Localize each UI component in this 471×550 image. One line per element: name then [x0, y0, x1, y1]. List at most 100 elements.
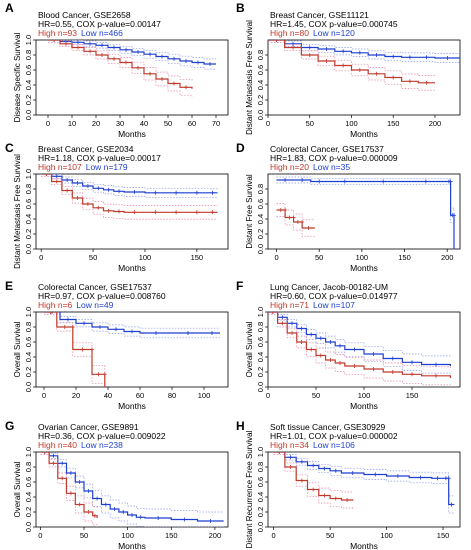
y-axis-label: Overall Survival	[13, 461, 22, 517]
high-censor-mark	[44, 174, 49, 176]
x-tick-label: 150	[387, 119, 400, 128]
x-axis-label: Months	[118, 541, 146, 550]
low-ci-band	[44, 312, 220, 329]
y-tick-label: 0.2	[24, 229, 33, 239]
plot-frame	[35, 39, 229, 116]
high-group-label: High n=40	[38, 440, 77, 450]
high-censor-mark	[54, 179, 59, 184]
low-censor-mark	[186, 331, 190, 335]
low-censor-mark	[291, 41, 296, 46]
y-tick-label: 1.0	[24, 447, 33, 457]
high-censor-mark	[274, 40, 279, 42]
high-censor-mark	[117, 209, 122, 214]
low-censor-mark	[434, 362, 438, 367]
low-censor-mark	[407, 55, 412, 60]
x-tick-label: 0	[39, 253, 43, 262]
low-censor-mark	[77, 480, 82, 484]
y-tick-label: 0.2	[256, 229, 265, 239]
x-tick-label: 60	[188, 119, 196, 128]
panel-letter: H	[236, 419, 245, 433]
y-tick-label: 1.0	[24, 35, 33, 45]
low-censor-mark	[210, 190, 215, 195]
low-censor-mark	[374, 53, 379, 57]
low-censor-mark	[352, 347, 357, 352]
high-ci-band	[40, 452, 98, 509]
y-tick-label: 0.8	[24, 322, 33, 332]
x-tick-label: 100	[358, 391, 371, 400]
high-censor-mark	[287, 215, 292, 220]
x-tick-label: 10	[68, 119, 76, 128]
high-censor-mark	[277, 452, 282, 454]
chart-title: Breast Cancer, GSE2034	[38, 144, 134, 154]
high-censor-mark	[280, 321, 285, 326]
high-ci-band	[276, 203, 315, 220]
high-censor-mark	[309, 347, 314, 352]
low-censor-mark	[317, 179, 322, 184]
low-censor-mark	[114, 327, 118, 332]
low-censor-mark	[395, 474, 400, 478]
high-censor-mark	[76, 45, 80, 50]
x-tick-label: 150	[406, 391, 419, 400]
y-tick-label: 0.0	[24, 110, 33, 120]
low-ci-band	[41, 175, 218, 198]
high-censor-mark	[299, 340, 304, 344]
low-censor-mark	[435, 476, 440, 481]
x-tick-label: 150	[165, 531, 178, 540]
high-censor-mark	[322, 493, 327, 498]
y-axis-label: Distant Metastasis Free Survival	[245, 20, 254, 135]
high-ci-band	[41, 174, 218, 206]
x-tick-label: 50	[315, 253, 323, 262]
x-axis-label: Months	[118, 263, 146, 273]
high-ci-band	[268, 312, 451, 369]
low-censor-mark	[299, 326, 304, 331]
chart-stats: HR=1.83, COX p-value=0.000009	[270, 153, 398, 163]
x-tick-label: 20	[72, 391, 80, 400]
high-censor-mark	[96, 205, 101, 210]
x-tick-label: 50	[89, 253, 97, 262]
low-censor-mark	[66, 317, 70, 322]
low-group-label: Low n=238	[81, 440, 123, 450]
low-censor-mark	[51, 453, 56, 458]
plot-area	[44, 312, 220, 387]
high-group-label: High n=6	[38, 300, 73, 310]
high-censor-mark	[112, 56, 116, 61]
high-survival-curve	[44, 312, 106, 387]
high-censor-mark	[270, 312, 275, 314]
high-censor-mark	[390, 370, 395, 374]
chart-title: Colorectal Cancer, GSE17537	[270, 144, 384, 154]
high-censor-mark	[48, 312, 53, 314]
chart-title: Lung Cancer, Jacob-00182-UM	[270, 282, 388, 292]
chart-stats: HR=0.55, COX p-value=0.00147	[38, 19, 161, 29]
x-tick-label: 40	[140, 119, 148, 128]
low-censor-mark	[283, 178, 288, 182]
high-censor-mark	[341, 63, 346, 68]
high-censor-mark	[106, 208, 111, 213]
panel-letter: F	[236, 279, 243, 293]
y-tick-label: 0.0	[256, 382, 265, 392]
low-survival-curve	[268, 40, 460, 59]
group-counts: High n=71 Low n=107	[270, 300, 355, 310]
chart-title: Colorectal Cancer, GSE17537	[38, 282, 152, 292]
high-censor-mark	[318, 353, 323, 358]
low-survival-curve	[276, 179, 455, 249]
high-ci-band	[48, 41, 193, 97]
high-ci-band	[273, 453, 354, 509]
x-tick-label: 0	[266, 391, 270, 400]
plot-frame	[35, 173, 229, 250]
low-censor-mark	[76, 40, 80, 45]
high-censor-mark	[64, 41, 68, 46]
high-survival-curve	[40, 452, 98, 518]
y-axis-label: Distant Recurrence Free Survival	[245, 430, 254, 548]
y-tick-label: 1.0	[24, 307, 33, 317]
y-tick-label: 0.6	[256, 337, 265, 347]
low-ci-band	[268, 312, 451, 358]
low-censor-mark	[174, 190, 179, 195]
y-axis-label: Distant Free Survival	[245, 174, 254, 248]
low-censor-mark	[85, 184, 90, 188]
x-tick-label: 0	[46, 119, 50, 128]
low-censor-mark	[391, 54, 396, 59]
high-censor-mark	[374, 71, 379, 76]
